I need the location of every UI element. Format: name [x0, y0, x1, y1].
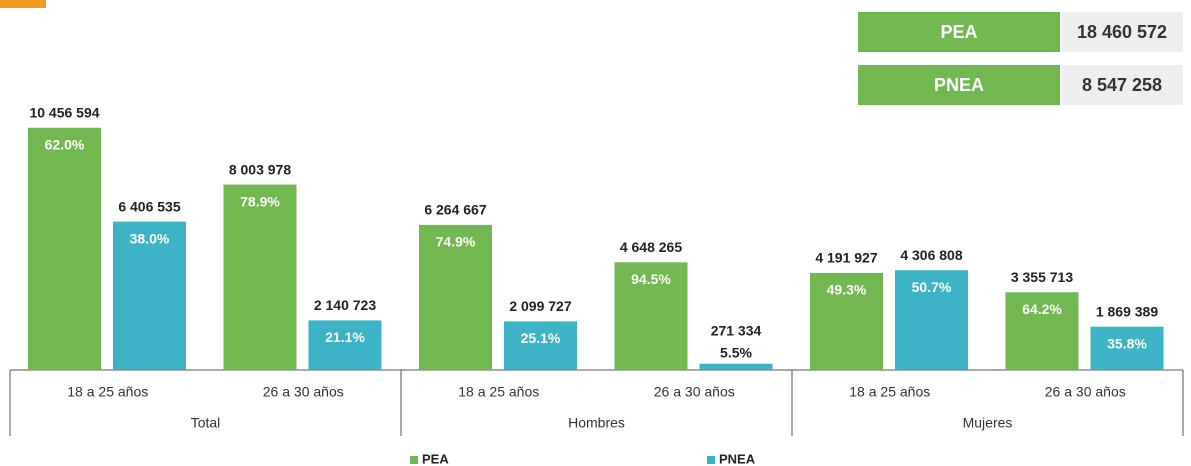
summary-value-box: [1062, 12, 1183, 52]
x-tick-label: 26 a 30 años: [263, 384, 344, 400]
value-label: 4 648 265: [620, 239, 682, 255]
x-tick-label: 26 a 30 años: [1045, 384, 1126, 400]
share-label: 25.1%: [521, 330, 561, 346]
bar: [1090, 326, 1164, 370]
x-tick-label: 18 a 25 años: [849, 384, 930, 400]
bar: [419, 224, 492, 370]
bar: [113, 221, 186, 370]
summary-label-box: [858, 65, 1060, 105]
bar: [28, 127, 101, 370]
group-label: Mujeres: [963, 415, 1013, 431]
share-label: 94.5%: [631, 271, 671, 287]
share-label: 62.0%: [45, 136, 85, 152]
value-label: 6 406 535: [118, 198, 180, 214]
x-tick-label: 18 a 25 años: [67, 384, 148, 400]
value-label: 10 456 594: [29, 104, 99, 120]
value-label: 4 306 808: [900, 247, 962, 263]
bar: [308, 320, 382, 370]
bar: [810, 272, 883, 370]
bar: [1005, 292, 1079, 370]
share-label: 38.0%: [130, 230, 170, 246]
share-label: 49.3%: [827, 282, 867, 298]
value-label: 3 355 713: [1011, 269, 1073, 285]
share-label: 64.2%: [1022, 301, 1062, 317]
summary-label: PNEA: [934, 75, 984, 95]
share-label: 74.9%: [436, 234, 476, 250]
summary-value: 18 460 572: [1077, 22, 1167, 42]
group-label: Hombres: [568, 415, 625, 431]
legend-swatch: [707, 456, 715, 464]
share-label: 78.9%: [240, 193, 280, 209]
summary-label-box: [858, 12, 1060, 52]
share-label: 5.5%: [720, 344, 752, 360]
summary-value-box: [1062, 65, 1183, 105]
legend-label: PNEA: [719, 451, 756, 466]
share-label: 21.1%: [325, 329, 365, 345]
value-label: 1 869 389: [1096, 303, 1158, 319]
bar: [223, 184, 297, 370]
corner-tab: [0, 0, 46, 8]
x-tick-label: 26 a 30 años: [654, 384, 735, 400]
value-label: 271 334: [711, 322, 762, 338]
bar: [614, 262, 688, 370]
value-label: 2 099 727: [509, 298, 571, 314]
value-label: 4 191 927: [815, 250, 877, 266]
group-label: Total: [191, 415, 221, 431]
summary-label: PEA: [940, 22, 977, 42]
bar: [504, 321, 577, 370]
bar: [895, 270, 968, 370]
legend-swatch: [410, 456, 418, 464]
summary-value: 8 547 258: [1082, 75, 1162, 95]
x-tick-label: 18 a 25 años: [458, 384, 539, 400]
value-label: 6 264 667: [424, 202, 486, 218]
share-label: 35.8%: [1107, 335, 1147, 351]
value-label: 2 140 723: [314, 297, 376, 313]
share-label: 50.7%: [912, 279, 952, 295]
legend-label: PEA: [422, 451, 449, 466]
bar: [699, 363, 773, 370]
value-label: 8 003 978: [229, 161, 291, 177]
